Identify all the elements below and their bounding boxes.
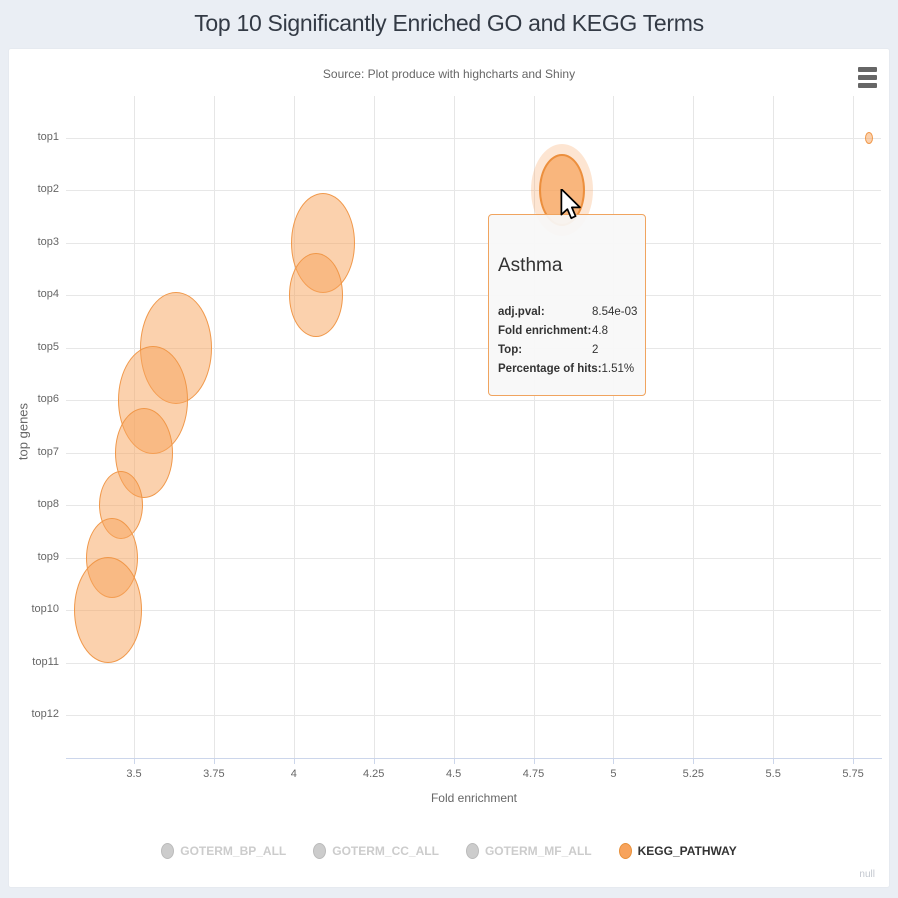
y-gridline [66, 242, 881, 244]
legend-item-kegg-pathway[interactable]: KEGG_PATHWAY [618, 843, 737, 859]
y-tick-label: top3 [37, 235, 59, 248]
x-tick-label: 3.5 [126, 768, 142, 780]
y-tick-label: top4 [37, 288, 59, 301]
y-tick-label: top1 [37, 131, 59, 143]
legend-marker-icon [618, 843, 632, 859]
x-axis-title: Fold enrichment [430, 791, 518, 805]
x-gridline [693, 96, 695, 758]
y-tick-label: top12 [31, 707, 59, 720]
y-tick-label: top11 [32, 655, 59, 668]
x-axis-line [66, 758, 882, 759]
tooltip-row-fold-enrichment: Fold enrichment: 4.8 [498, 325, 608, 337]
legend-marker-icon [313, 843, 327, 859]
x-tick-mark [613, 758, 615, 764]
y-gridline [66, 505, 881, 507]
x-tick-mark [773, 758, 775, 764]
legend-item-goterm-mf-all[interactable]: GOTERM_MF_ALL [465, 843, 592, 859]
y-gridline [66, 190, 881, 192]
y-gridline [66, 714, 881, 716]
x-gridline [453, 96, 455, 758]
y-tick-label: top10 [31, 603, 59, 616]
bubble-top1[interactable] [865, 132, 874, 144]
x-tick-label: 5 [610, 768, 617, 780]
x-tick-label: 5.25 [682, 768, 704, 780]
x-gridline [853, 96, 855, 758]
legend: GOTERM_BP_ALL GOTERM_CC_ALL GOTERM_MF_AL… [9, 843, 889, 859]
x-gridline [613, 96, 615, 758]
x-gridline [293, 96, 295, 758]
y-gridline [66, 557, 881, 559]
y-gridline [66, 347, 881, 349]
page-title: Top 10 Significantly Enriched GO and KEG… [194, 10, 704, 36]
x-tick-label: 5.75 [842, 768, 864, 780]
y-tick-label: top6 [37, 393, 59, 406]
x-tick-label: 4.75 [522, 768, 545, 780]
bubble-top10[interactable] [74, 557, 143, 664]
tooltip-row-adj-pval: adj.pval: 8.54e-03 [498, 306, 638, 318]
x-tick-mark [373, 758, 375, 764]
y-gridline [66, 610, 881, 612]
x-tick-label: 4 [290, 768, 297, 780]
y-gridline [66, 452, 881, 454]
legend-item-goterm-bp-all[interactable]: GOTERM_BP_ALL [161, 843, 286, 859]
bubble-top4[interactable] [289, 253, 344, 338]
y-tick-label: top5 [37, 340, 59, 353]
x-tick-mark [853, 758, 855, 764]
tooltip-row-percentage-of-hits: Percentage of hits: 1.51% [498, 363, 635, 375]
x-gridline [533, 96, 535, 758]
chart-subtitle: Source: Plot produce with highcharts and… [322, 67, 576, 81]
null-label: null [859, 869, 875, 880]
chart-panel: Source: Plot produce with highcharts and… [8, 48, 890, 888]
legend-item-goterm-cc-all[interactable]: GOTERM_CC_ALL [313, 843, 439, 859]
y-gridline [66, 662, 881, 664]
y-tick-label: top9 [37, 550, 59, 563]
x-gridline [213, 96, 215, 758]
y-gridline [66, 138, 881, 139]
x-tick-label: 5.5 [765, 768, 781, 780]
x-tick-label: 4.5 [445, 768, 462, 780]
x-tick-mark [533, 758, 535, 764]
x-tick-mark [453, 758, 455, 764]
x-tick-mark [693, 758, 695, 764]
x-tick-mark [134, 758, 135, 764]
chart-context-menu-button[interactable] [852, 62, 882, 92]
legend-marker-icon [161, 843, 175, 859]
y-tick-label: top2 [37, 183, 59, 196]
tooltip-title: Asthma [498, 255, 563, 276]
x-tick-mark [213, 758, 215, 764]
hamburger-icon [857, 66, 877, 72]
x-tick-label: 4.25 [362, 768, 385, 780]
y-tick-label: top8 [37, 498, 59, 511]
x-gridline [373, 96, 375, 758]
tooltip-row-top: Top: 2 [498, 344, 599, 356]
y-tick-label: top7 [37, 445, 59, 458]
y-gridline [66, 295, 881, 297]
tooltip: Asthma adj.pval: 8.54e-03 Fold enrichmen… [488, 214, 646, 396]
x-gridline [773, 96, 775, 758]
x-tick-mark [293, 758, 295, 764]
y-gridline [66, 400, 881, 402]
x-tick-label: 3.75 [203, 768, 225, 780]
tooltip-rows: adj.pval: 8.54e-03 Fold enrichment: 4.8 … [498, 303, 639, 379]
mouse-cursor-icon [560, 189, 581, 220]
legend-marker-icon [465, 843, 479, 859]
